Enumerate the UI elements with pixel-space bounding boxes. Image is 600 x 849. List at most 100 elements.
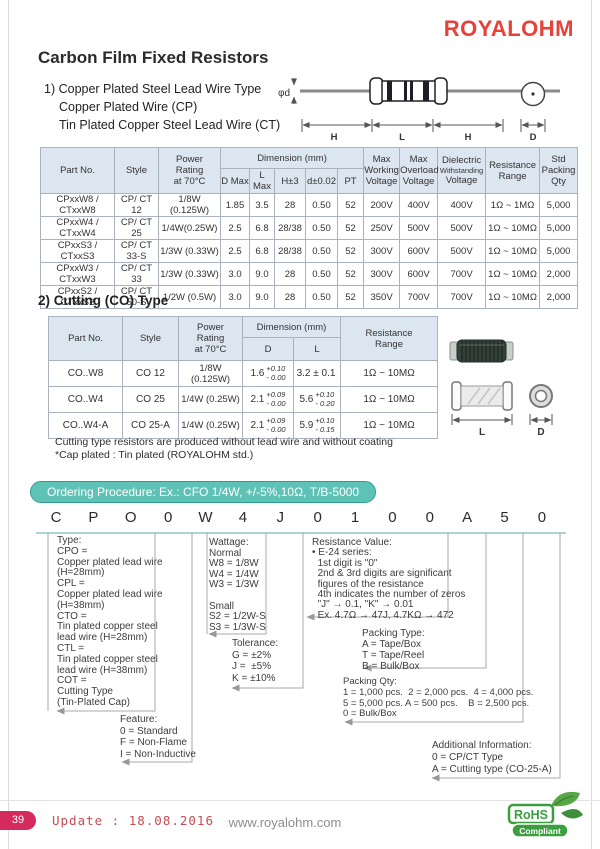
t1-cell: 5,000 xyxy=(539,193,579,217)
code-char-14: 0 xyxy=(537,509,547,526)
t1-cell: CPxxW8 / CTxxW8 xyxy=(40,193,115,217)
section2-heading: 2) Cutting (CO) Type xyxy=(38,293,169,308)
l-value: 5.9 xyxy=(299,420,314,431)
t1-cell: 1/3W (0.33W) xyxy=(158,239,221,263)
t2-cell-d: 1.6 +0.10- 0.00 xyxy=(242,360,294,387)
section1-line1: 1) Copper Plated Steel Lead Wire Type xyxy=(44,82,262,96)
cp-ct-spec-table: Part No. Style Power Rating at 70°C Dime… xyxy=(40,147,579,309)
t1-cell: 1/4W(0.25W) xyxy=(158,216,221,240)
legend-type: Type: CPO = Copper plated lead wire (H=2… xyxy=(57,535,163,708)
resistor-cap-left xyxy=(369,77,384,105)
l-tol-upper: +0.10 xyxy=(315,390,335,399)
t1-cell: 1Ω ~ 10MΩ xyxy=(485,262,541,286)
t1-cell: 0.50 xyxy=(305,285,338,309)
t1-cell: 300V xyxy=(363,262,401,286)
t1-cell: 5,000 xyxy=(539,216,579,240)
legend-tolerance: Tolerance: G = ±2% J = ±5% K = ±10% xyxy=(232,638,279,684)
rohs-text: RoHS xyxy=(514,808,548,822)
t1-header-resistance-range: Resistance Range xyxy=(485,147,541,194)
table-row: CO..W4-A CO 25-A 1/4W (0.25W) 2.1 +0.09-… xyxy=(48,412,438,439)
code-char-6: 4 xyxy=(238,509,248,526)
t1-header-h: H±3 xyxy=(274,168,306,194)
t2-cell-d: 2.1 +0.09- 0.00 xyxy=(242,412,294,439)
compliant-text: Compliant xyxy=(519,826,561,836)
ring-inner xyxy=(534,389,548,403)
section1-intro: 1) Copper Plated Steel Lead Wire Type Co… xyxy=(44,80,280,134)
t1-header-dielectric-1: Dielectric xyxy=(442,154,482,166)
page-title: Carbon Film Fixed Resistors xyxy=(38,48,269,67)
t1-cell: 700V xyxy=(437,285,487,309)
table-row: CO..W4 CO 25 1/4W (0.25W) 2.1 +0.09- 0.0… xyxy=(48,386,438,413)
t2-cell: CO..W4-A xyxy=(48,412,123,439)
t1-header-part: Part No. xyxy=(40,147,115,194)
t1-cell: 1/3W (0.33W) xyxy=(158,262,221,286)
t2-cell-l: 5.6 +0.10- 0.20 xyxy=(293,386,341,413)
t1-header-lmax: L Max xyxy=(249,168,275,194)
resistor-body xyxy=(381,80,436,102)
t2-cell: 1Ω ~ 10MΩ xyxy=(340,360,438,387)
t1-cell: 1/8W (0.125W) xyxy=(158,193,221,217)
l-value: 3.2 ± 0.1 xyxy=(296,368,336,379)
t1-cell: 2,000 xyxy=(539,262,579,286)
legend-additional: Additional Information: 0 = CP/CT Type A… xyxy=(432,740,552,775)
dim-h-left: H xyxy=(331,132,338,143)
t1-header-dielectric-voltage: Dielectric Withstanding Voltage xyxy=(437,147,487,194)
t1-cell: 1Ω ~ 10MΩ xyxy=(485,239,541,263)
t1-cell: 600V xyxy=(399,262,439,286)
t1-cell: 0.50 xyxy=(305,193,338,217)
t1-cell: 1Ω ~ 1MΩ xyxy=(485,193,541,217)
t1-cell: 500V xyxy=(399,216,439,240)
drawing-cap-right xyxy=(502,381,513,411)
t1-cell: 28 xyxy=(274,193,306,217)
dim-h-right: H xyxy=(465,132,472,143)
co-spec-table: Part No. Style Power Rating at 70°C Dime… xyxy=(48,316,438,439)
t1-cell: 52 xyxy=(336,262,365,286)
d-tol-lower: - 0.00 xyxy=(266,372,286,382)
t1-cell: 28 xyxy=(274,285,306,309)
t1-cell: 0.50 xyxy=(305,216,338,240)
t1-cell: 0.50 xyxy=(305,262,338,286)
code-char-2: P xyxy=(88,509,99,526)
dim-d: D xyxy=(530,132,537,143)
co-dim-d: D xyxy=(537,427,544,438)
code-char-1: C xyxy=(50,509,62,526)
t2-cell: CO..W4 xyxy=(48,386,123,413)
section1-line3: Tin Plated Copper Steel Lead Wire (CT) xyxy=(59,118,281,132)
t2-cell: 1/4W (0.25W) xyxy=(178,386,243,413)
t1-header-packing-qty: Std Packing Qty xyxy=(539,147,579,194)
d-tol-lower: - 0.00 xyxy=(266,424,286,434)
footer-divider xyxy=(0,800,600,801)
t1-cell: 600V xyxy=(399,239,439,263)
update-date: Update : 18.08.2016 xyxy=(52,813,214,828)
t1-cell: 3.5 xyxy=(249,193,275,217)
leaf-icon xyxy=(561,808,583,819)
table-row: CPxxW4 / CTxxW4 CP/ CT 25 1/4W(0.25W) 2.… xyxy=(40,216,579,240)
d-tol-upper: +0.10 xyxy=(266,364,286,373)
t2-cell-d: 2.1 +0.09- 0.00 xyxy=(242,386,294,413)
t2-header-l: L xyxy=(293,337,341,361)
resistor-cap-right xyxy=(433,77,448,105)
t1-cell: CP/ CT 12 xyxy=(114,193,159,217)
t1-cell: 500V xyxy=(437,239,487,263)
t1-cell: CP/ CT 50-S xyxy=(114,285,159,309)
t1-header-overload-voltage: Max Overload Voltage xyxy=(399,147,439,194)
t2-cell: CO..W8 xyxy=(48,360,123,387)
t2-cell: 1Ω ~ 10MΩ xyxy=(340,386,438,413)
t1-cell: 52 xyxy=(336,216,365,240)
t1-cell: CPxxW4 / CTxxW4 xyxy=(40,216,115,240)
t1-cell: 9.0 xyxy=(249,262,275,286)
table-row: CPxxW8 / CTxxW8 CP/ CT 12 1/8W (0.125W) … xyxy=(40,193,579,217)
co-dim-l: L xyxy=(479,427,485,438)
t1-cell: 700V xyxy=(399,285,439,309)
code-underline xyxy=(36,532,566,534)
page-number-badge: 39 xyxy=(0,811,36,830)
t1-cell: 0.50 xyxy=(305,239,338,263)
t2-cell: 1Ω ~ 10MΩ xyxy=(340,412,438,439)
ordering-code-diagram: C P O 0 W 4 J 0 1 0 0 A 5 0 xyxy=(0,506,600,796)
ordering-code-row: C P O 0 W 4 J 0 1 0 0 A 5 0 xyxy=(48,509,550,526)
legend-feature: Feature: 0 = Standard F = Non-Flame I = … xyxy=(120,714,196,760)
connector-lines xyxy=(47,533,561,782)
dim-l: L xyxy=(399,132,405,143)
t1-cell: 400V xyxy=(437,193,487,217)
ordering-procedure-banner: Ordering Procedure: Ex.: CFO 1/4W, +/-5%… xyxy=(30,481,377,503)
